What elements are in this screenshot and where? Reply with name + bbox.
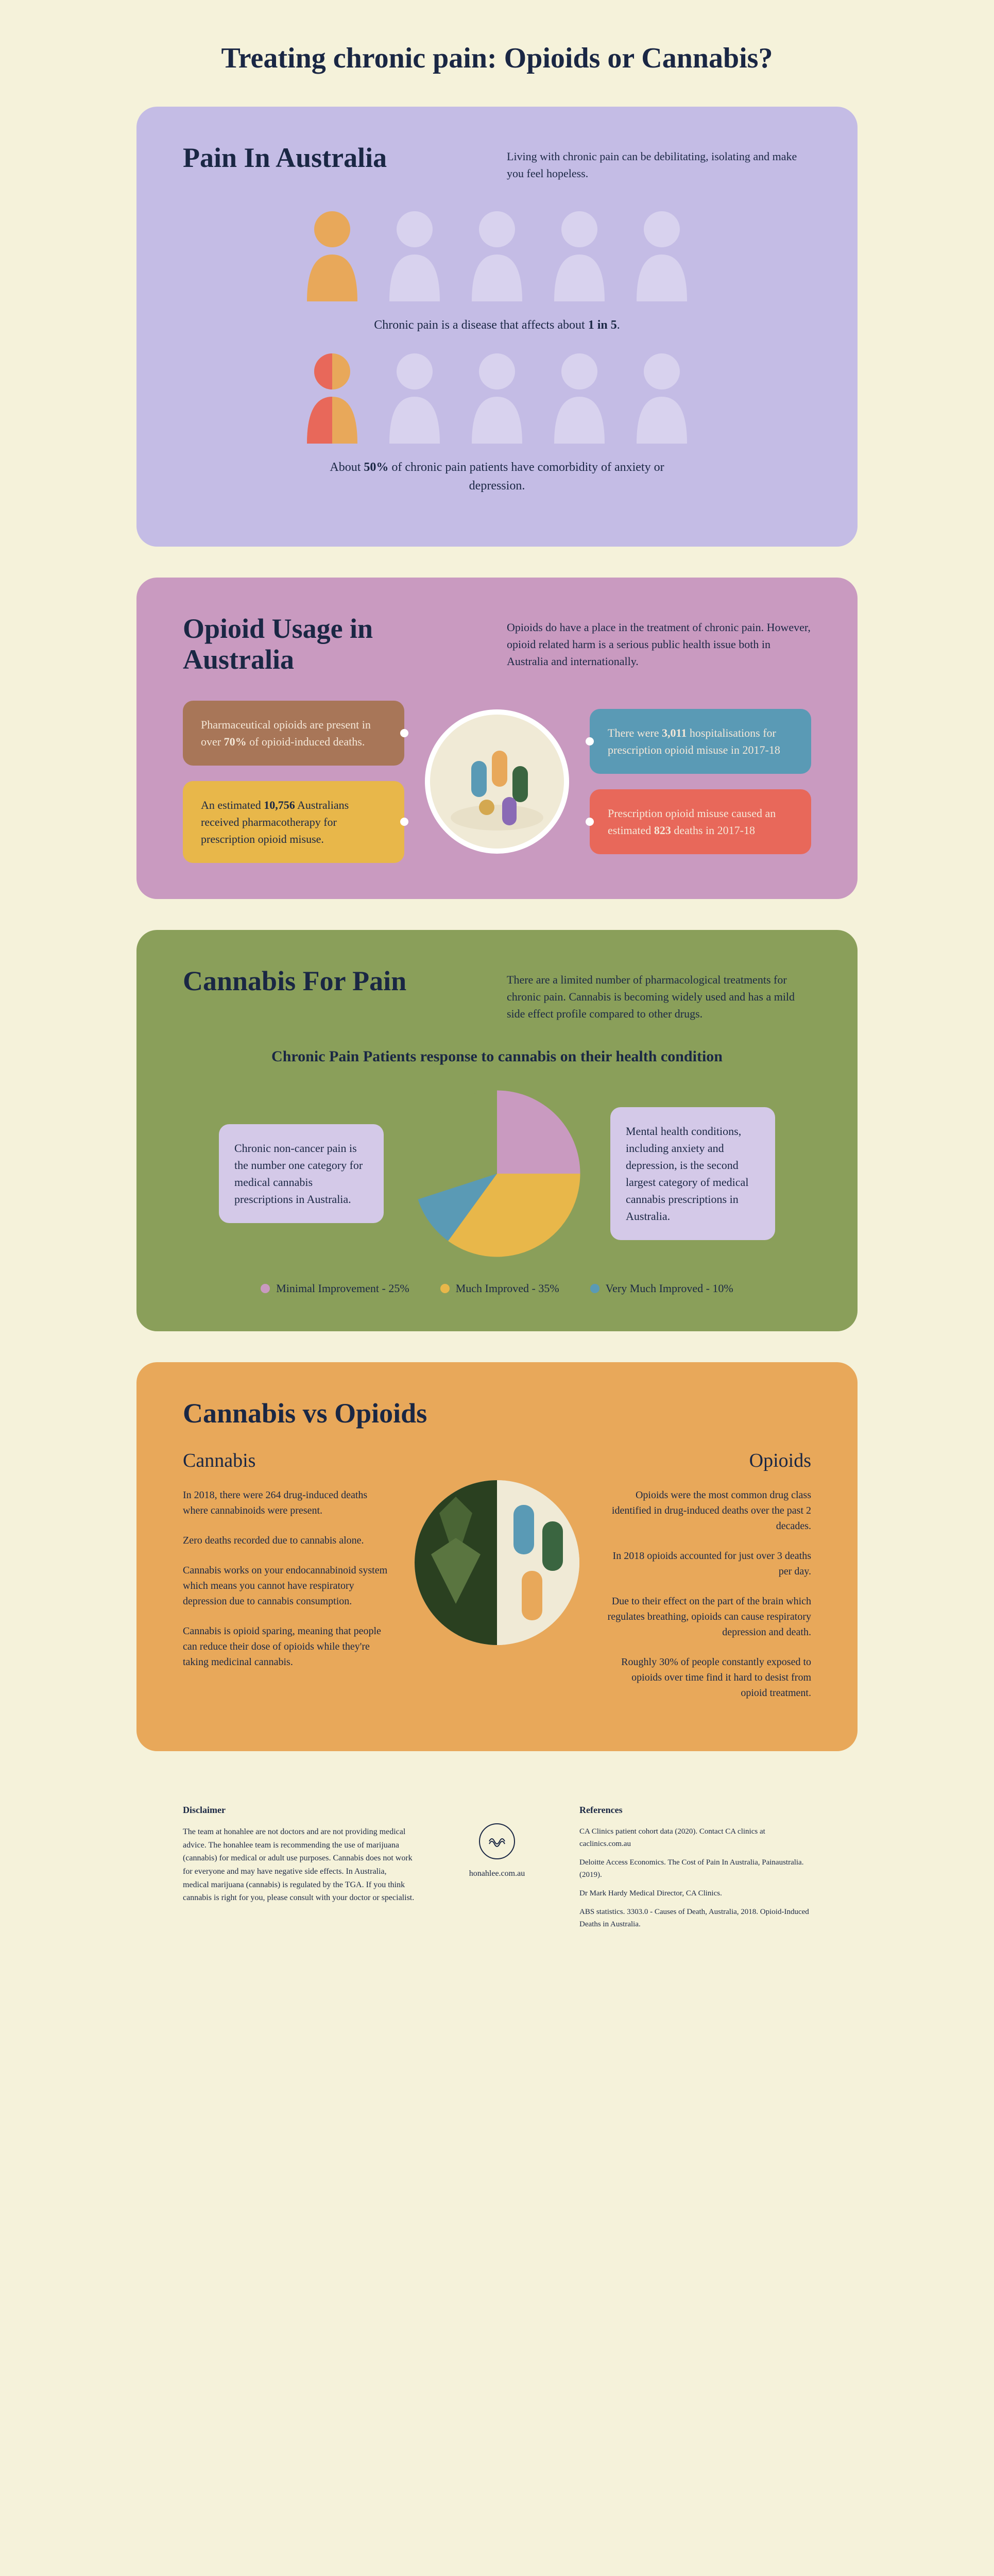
caption-50pct: About 50% of chronic pain patients have … xyxy=(317,458,677,495)
person-faded xyxy=(626,350,698,443)
pills-image xyxy=(425,709,569,854)
section3-title: Cannabis For Pain xyxy=(183,966,466,1022)
opioid-point: In 2018 opioids accounted for just over … xyxy=(605,1548,811,1579)
footer: Disclaimer The team at honahlee are not … xyxy=(136,1782,858,1937)
section-pain-australia: Pain In Australia Living with chronic pa… xyxy=(136,107,858,547)
person-faded xyxy=(543,208,615,300)
person-faded xyxy=(379,208,451,300)
opioids-heading: Opioids xyxy=(605,1449,811,1472)
cannabis-column: Cannabis In 2018, there were 264 drug-in… xyxy=(183,1449,389,1715)
reference-item: Deloitte Access Economics. The Cost of P… xyxy=(579,1856,811,1881)
logo-icon xyxy=(479,1823,515,1859)
page-title: Treating chronic pain: Opioids or Cannab… xyxy=(136,41,858,76)
person-faded xyxy=(543,350,615,443)
people-row-1in5 xyxy=(183,208,811,300)
pie-chart xyxy=(409,1086,585,1261)
opioid-point: Opioids were the most common drug class … xyxy=(605,1487,811,1534)
opioid-point: Roughly 30% of people constantly exposed… xyxy=(605,1654,811,1701)
pie-left-text: Chronic non-cancer pain is the number on… xyxy=(219,1124,384,1223)
section3-intro: There are a limited number of pharmacolo… xyxy=(507,966,811,1022)
person-faded xyxy=(461,350,533,443)
person-highlighted xyxy=(296,208,368,300)
reference-item: ABS statistics. 3303.0 - Causes of Death… xyxy=(579,1906,811,1930)
reference-item: CA Clinics patient cohort data (2020). C… xyxy=(579,1825,811,1850)
cannabis-heading: Cannabis xyxy=(183,1449,389,1472)
footer-logo: honahlee.com.au xyxy=(445,1803,549,1937)
section-opioid-usage: Opioid Usage in Australia Opioids do hav… xyxy=(136,578,858,899)
legend-item: Very Much Improved - 10% xyxy=(590,1282,733,1295)
opioids-column: Opioids Opioids were the most common dru… xyxy=(605,1449,811,1715)
person-faded xyxy=(461,208,533,300)
people-row-50pct xyxy=(183,350,811,443)
stat-70pct-deaths: Pharmaceutical opioids are present in ov… xyxy=(183,701,404,766)
cannabis-point: Cannabis is opioid sparing, meaning that… xyxy=(183,1623,389,1670)
section-cannabis-vs-opioids: Cannabis vs Opioids Cannabis In 2018, th… xyxy=(136,1362,858,1751)
legend-item: Minimal Improvement - 25% xyxy=(261,1282,409,1295)
section-cannabis-pain: Cannabis For Pain There are a limited nu… xyxy=(136,930,858,1331)
section2-intro: Opioids do have a place in the treatment… xyxy=(507,614,811,675)
person-split xyxy=(296,350,368,443)
opioid-point: Due to their effect on the part of the b… xyxy=(605,1594,811,1640)
caption-1in5: Chronic pain is a disease that affects a… xyxy=(317,316,677,334)
person-faded xyxy=(379,350,451,443)
person-faded xyxy=(626,208,698,300)
stat-deaths-2017: Prescription opioid misuse caused an est… xyxy=(590,789,811,854)
cannabis-point: In 2018, there were 264 drug-induced dea… xyxy=(183,1487,389,1518)
stat-hospitalisations: There were 3,011 hospitalisations for pr… xyxy=(590,709,811,774)
pie-right-text: Mental health conditions, including anxi… xyxy=(610,1107,775,1240)
cannabis-point: Zero deaths recorded due to cannabis alo… xyxy=(183,1533,389,1548)
cannabis-point: Cannabis works on your endocannabinoid s… xyxy=(183,1563,389,1609)
section1-title: Pain In Australia xyxy=(183,143,466,182)
legend-item: Much Improved - 35% xyxy=(440,1282,559,1295)
references: References CA Clinics patient cohort dat… xyxy=(579,1803,811,1937)
vs-split-image xyxy=(415,1480,579,1645)
stat-pharmacotherapy: An estimated 10,756 Australians received… xyxy=(183,781,404,863)
section1-intro: Living with chronic pain can be debilita… xyxy=(507,143,811,182)
pie-legend: Minimal Improvement - 25% Much Improved -… xyxy=(183,1282,811,1295)
disclaimer: Disclaimer The team at honahlee are not … xyxy=(183,1803,415,1937)
section2-title: Opioid Usage in Australia xyxy=(183,614,466,675)
reference-item: Dr Mark Hardy Medical Director, CA Clini… xyxy=(579,1887,811,1900)
section4-title: Cannabis vs Opioids xyxy=(183,1398,811,1429)
pie-title: Chronic Pain Patients response to cannab… xyxy=(183,1048,811,1065)
